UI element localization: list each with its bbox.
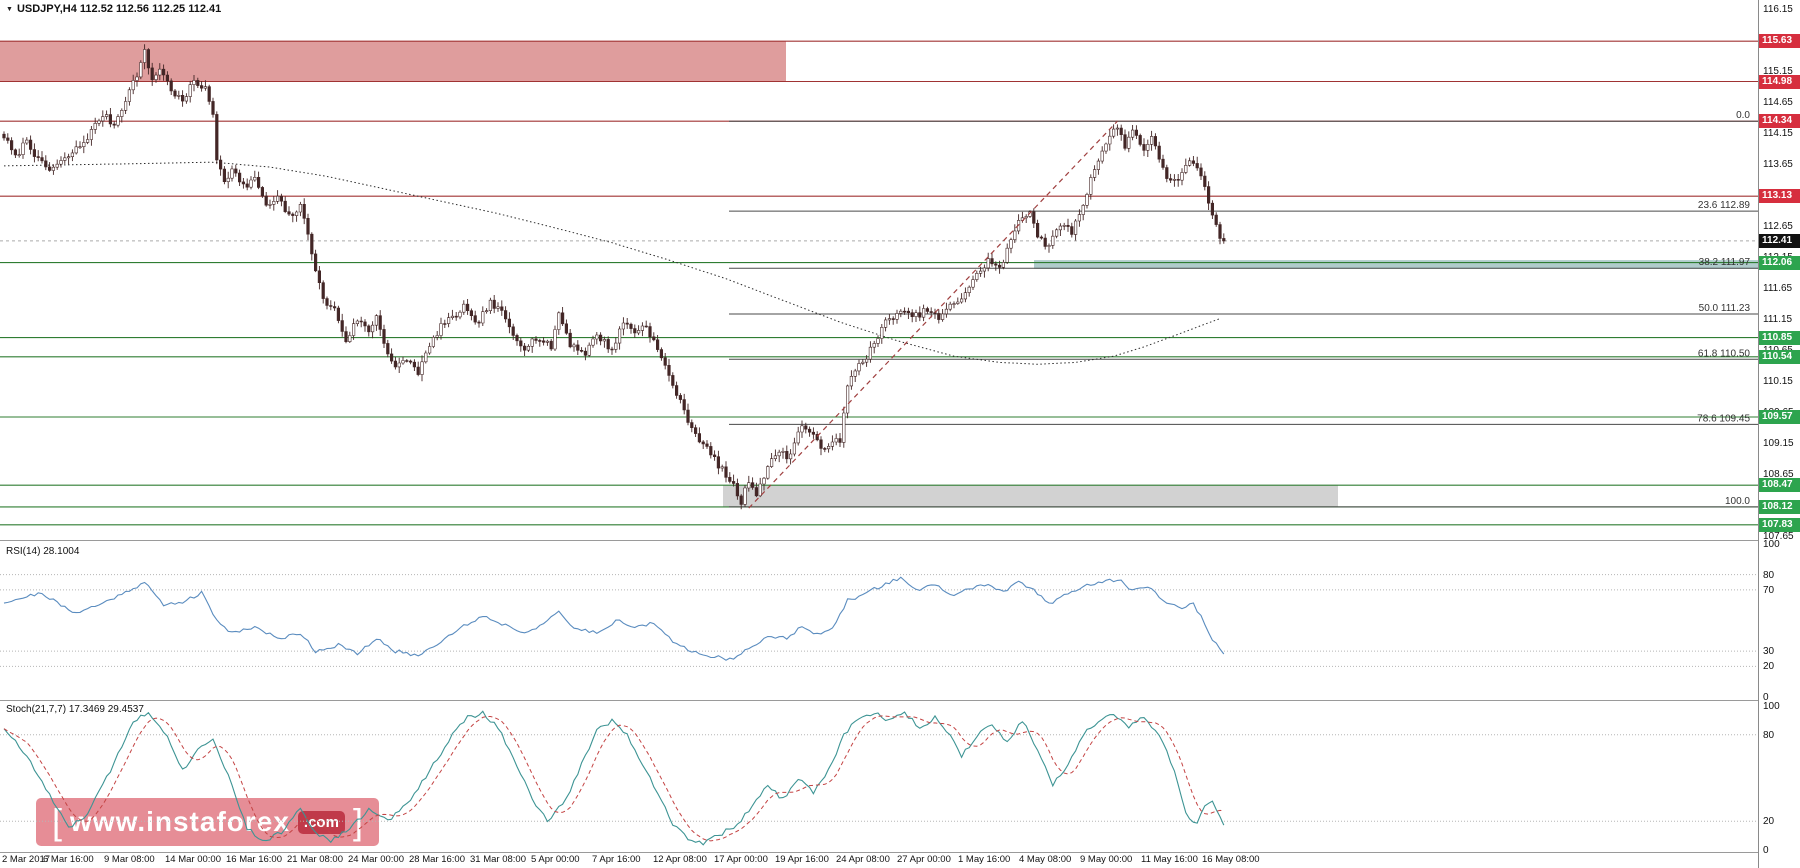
stoch-main-line — [3, 710, 1225, 846]
instaforex-watermark: [ www.instaforex .com ] — [36, 798, 379, 846]
time-axis-label: 17 Apr 00:00 — [714, 854, 768, 865]
price-tick-label: 114.15 — [1763, 128, 1793, 139]
price-badge-support: 107.83 — [1759, 518, 1800, 532]
price-tick-label: 116.15 — [1763, 4, 1793, 15]
rsi-line — [3, 576, 1225, 661]
price-axis[interactable]: 116.15115.65115.15114.65114.15113.65113.… — [1758, 0, 1800, 868]
time-axis-label: 14 Mar 00:00 — [165, 854, 221, 865]
price-badge-support: 108.47 — [1759, 478, 1800, 492]
price-tick-label: 115.15 — [1763, 66, 1793, 77]
time-axis[interactable]: 2 Mar 2017 6 Mar 16:00 9 Mar 08:00 14 Mar 0… — [0, 853, 1758, 868]
price-badge-support: 109.57 — [1759, 410, 1800, 424]
fib-level-label: 23.6 112.89 — [1698, 200, 1751, 211]
price-tick-label: 107.65 — [1763, 531, 1794, 542]
stoch-indicator-label: Stoch(21,7,7) 17.3469 29.4537 — [6, 704, 144, 715]
rsi-tick-label: 20 — [1763, 661, 1775, 672]
fib-level-label: 100.0 — [1725, 496, 1750, 507]
demand-zone[interactable] — [723, 485, 1338, 507]
time-axis-label: 2 Mar 2017 — [2, 854, 51, 865]
stoch-tick-label: 0 — [1763, 845, 1769, 856]
time-axis-label: 6 Mar 16:00 — [43, 854, 94, 865]
price-tick-label: 110.15 — [1763, 376, 1793, 387]
price-badge-support: 110.54 — [1759, 350, 1800, 364]
rsi-tick-label: 70 — [1763, 585, 1775, 596]
stoch-tick-label: 100 — [1763, 701, 1780, 712]
chart-title: ▼ USDJPY,H4 112.52 112.56 112.25 112.41 — [6, 3, 221, 15]
moving-average-line[interactable] — [3, 161, 1221, 365]
fib-level-label: 78.6 109.45 — [1697, 413, 1750, 424]
symbol-triangle-icon[interactable]: ▼ — [6, 5, 13, 13]
price-tick-label: 108.65 — [1763, 469, 1794, 480]
price-badge-resistance: 114.34 — [1759, 114, 1800, 128]
fib-level-label: 50.0 111.23 — [1699, 303, 1751, 314]
time-axis-label: 21 Mar 08:00 — [287, 854, 343, 865]
rsi-indicator-label: RSI(14) 28.1004 — [6, 546, 80, 557]
time-axis-label: 16 Mar 16:00 — [226, 854, 282, 865]
fib-level-label: 38.2 111.97 — [1699, 257, 1751, 268]
price-tick-label: 111.65 — [1763, 283, 1793, 294]
time-axis-label: 28 Mar 16:00 — [409, 854, 465, 865]
rsi-tick-label: 0 — [1763, 692, 1769, 703]
price-badge-current: 112.41 — [1759, 234, 1800, 248]
retest-zone[interactable] — [1034, 260, 1758, 269]
price-badge-support: 108.12 — [1759, 500, 1800, 514]
time-axis-label: 31 Mar 08:00 — [470, 854, 526, 865]
time-axis-label: 19 Apr 16:00 — [775, 854, 829, 865]
price-badge-resistance: 113.13 — [1759, 189, 1800, 203]
time-axis-label: 9 May 00:00 — [1080, 854, 1133, 865]
time-axis-label: 12 Apr 08:00 — [653, 854, 707, 865]
bull-candle-bodies — [17, 49, 1192, 505]
time-axis-label: 24 Mar 00:00 — [348, 854, 404, 865]
panel-separator-main-rsi[interactable] — [0, 540, 1800, 541]
panel-separator-rsi-stoch[interactable] — [0, 700, 1800, 701]
rsi-chart-canvas[interactable] — [0, 541, 1758, 699]
fib-trendline[interactable] — [748, 120, 1118, 509]
time-axis-label: 5 Apr 00:00 — [531, 854, 580, 865]
fib-level-label: 61.8 110.50 — [1698, 348, 1751, 359]
resistance-zone[interactable] — [0, 41, 786, 82]
price-badge-resistance: 115.63 — [1759, 34, 1800, 48]
stoch-signal-line — [3, 715, 1224, 842]
stoch-tick-label: 80 — [1763, 730, 1775, 741]
stoch-tick-label: 20 — [1763, 816, 1775, 827]
candle-wicks — [3, 44, 1225, 510]
rsi-tick-label: 100 — [1763, 539, 1780, 550]
time-axis-label: 11 May 16:00 — [1141, 854, 1198, 865]
time-axis-label: 27 Apr 00:00 — [897, 854, 951, 865]
price-badge-resistance: 114.98 — [1759, 75, 1800, 89]
price-tick-label: 109.15 — [1763, 438, 1794, 449]
time-axis-label: 4 May 08:00 — [1019, 854, 1072, 865]
main-price-chart-canvas[interactable]: 0.0 23.6 112.89 38.2 111.97 50.0 111.23 61.8… — [0, 0, 1758, 541]
bear-candle-bodies — [2, 49, 1226, 505]
time-axis-label: 16 May 08:00 — [1202, 854, 1260, 865]
price-badge-support: 110.85 — [1759, 331, 1800, 345]
rsi-tick-label: 80 — [1763, 570, 1775, 581]
price-tick-label: 112.65 — [1763, 221, 1793, 232]
price-tick-label: 113.65 — [1763, 159, 1793, 170]
price-badge-support: 112.06 — [1759, 256, 1800, 270]
fib-level-label: 0.0 — [1736, 110, 1750, 121]
price-tick-label: 111.15 — [1763, 314, 1793, 325]
stoch-chart-canvas[interactable] — [0, 701, 1758, 852]
rsi-tick-label: 30 — [1763, 646, 1775, 657]
time-axis-label: 7 Apr 16:00 — [592, 854, 641, 865]
time-axis-label: 24 Apr 08:00 — [836, 854, 890, 865]
chart-title-text: USDJPY,H4 112.52 112.56 112.25 112.41 — [16, 3, 222, 15]
price-tick-label: 114.65 — [1763, 97, 1793, 108]
panel-separator-time-axis — [0, 852, 1800, 853]
time-axis-label: 1 May 16:00 — [958, 854, 1011, 865]
time-axis-label: 9 Mar 08:00 — [104, 854, 155, 865]
